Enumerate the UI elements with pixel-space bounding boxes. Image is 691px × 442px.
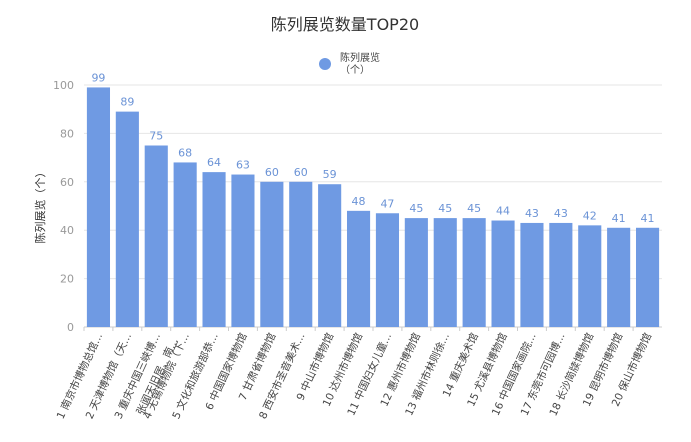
bar[interactable] bbox=[173, 162, 197, 327]
data-label: 60 bbox=[294, 166, 308, 179]
bar[interactable] bbox=[375, 213, 400, 327]
bar[interactable] bbox=[433, 218, 457, 327]
chart-title: 陈列展览数量TOP20 bbox=[271, 15, 419, 34]
bar[interactable] bbox=[260, 181, 284, 327]
legend-marker bbox=[319, 58, 331, 70]
bar[interactable] bbox=[202, 172, 226, 327]
data-label: 63 bbox=[236, 159, 250, 172]
data-label: 41 bbox=[641, 212, 655, 225]
bar[interactable] bbox=[346, 210, 371, 327]
bar[interactable] bbox=[144, 145, 168, 328]
data-label: 99 bbox=[91, 71, 105, 84]
bar[interactable] bbox=[635, 227, 660, 327]
bar[interactable] bbox=[86, 87, 111, 327]
bar[interactable] bbox=[520, 222, 544, 327]
y-tick-label: 80 bbox=[60, 127, 74, 140]
y-tick-label: 40 bbox=[60, 224, 74, 237]
data-label: 75 bbox=[149, 130, 163, 143]
bar[interactable] bbox=[549, 222, 573, 327]
data-label: 42 bbox=[583, 209, 597, 222]
data-label: 60 bbox=[265, 166, 279, 179]
bar[interactable] bbox=[289, 181, 313, 327]
y-axis-label: 陈列展览（个） bbox=[33, 167, 47, 244]
bar[interactable] bbox=[404, 218, 428, 327]
bar[interactable] bbox=[462, 218, 486, 327]
bar[interactable] bbox=[491, 220, 515, 327]
bar[interactable] bbox=[231, 174, 255, 327]
legend-label-line1: 陈列展览 bbox=[340, 51, 380, 64]
y-tick-label: 100 bbox=[53, 79, 74, 92]
y-tick-label: 60 bbox=[60, 176, 74, 189]
bar[interactable] bbox=[607, 227, 631, 327]
data-label: 41 bbox=[612, 212, 626, 225]
bar[interactable] bbox=[318, 184, 342, 327]
data-label: 47 bbox=[380, 197, 394, 210]
data-label: 44 bbox=[496, 205, 510, 218]
bar[interactable] bbox=[115, 111, 139, 328]
data-label: 43 bbox=[554, 207, 568, 220]
data-label: 43 bbox=[525, 207, 539, 220]
data-label: 89 bbox=[120, 96, 134, 109]
data-label: 48 bbox=[352, 195, 366, 208]
data-label: 45 bbox=[438, 202, 452, 215]
data-label: 45 bbox=[409, 202, 423, 215]
y-tick-label: 0 bbox=[67, 321, 74, 334]
bar[interactable] bbox=[578, 225, 602, 327]
data-label: 45 bbox=[467, 202, 481, 215]
legend[interactable]: 陈列展览 （个） bbox=[319, 51, 380, 76]
data-label: 68 bbox=[178, 146, 192, 159]
y-tick-label: 20 bbox=[60, 273, 74, 286]
data-label: 59 bbox=[323, 168, 337, 181]
data-label: 64 bbox=[207, 156, 221, 169]
legend-label-line2: （个） bbox=[340, 64, 370, 76]
